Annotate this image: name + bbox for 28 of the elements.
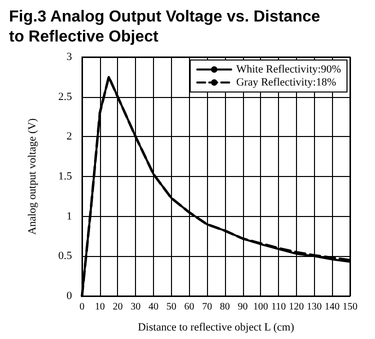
y-axis-title: Analog output voltage (V) [26,118,38,235]
x-tick-label: 10 [94,302,105,312]
y-tick-label: 2.5 [58,90,72,103]
x-tick-label: 0 [80,302,84,312]
legend-label: Gray Reflectivity:18% [236,76,336,88]
x-tick-label: 120 [288,302,304,312]
x-tick-label: 70 [202,302,212,312]
x-tick-label: 110 [271,302,286,312]
legend-label: White Reflectivity:90% [236,64,342,76]
y-tick-label: 1 [66,210,72,222]
x-tick-label: 80 [220,302,230,312]
x-tick-label: 90 [238,302,248,312]
x-tick-label: 150 [342,302,358,312]
x-tick-label: 130 [306,302,322,312]
y-tick-label: 2 [66,130,72,143]
chart-title: Fig.3 Analog Output Voltage vs. Distance to Reflective Object [9,8,325,46]
x-tick-label: 140 [324,302,340,312]
x-tick-label: 30 [130,302,141,312]
y-tick-label: 0.5 [58,250,72,262]
y-tick-label: 1.5 [58,170,72,182]
x-tick-label: 40 [148,302,158,312]
x-tick-label: 50 [166,302,176,312]
y-tick-label: 0 [66,290,72,302]
x-tick-label: 100 [253,302,268,312]
x-tick-label: 20 [112,302,123,312]
x-tick-label: 60 [184,302,194,312]
x-axis-title: Distance to reflective object L (cm) [138,322,294,334]
y-tick-label: 3 [66,51,72,63]
